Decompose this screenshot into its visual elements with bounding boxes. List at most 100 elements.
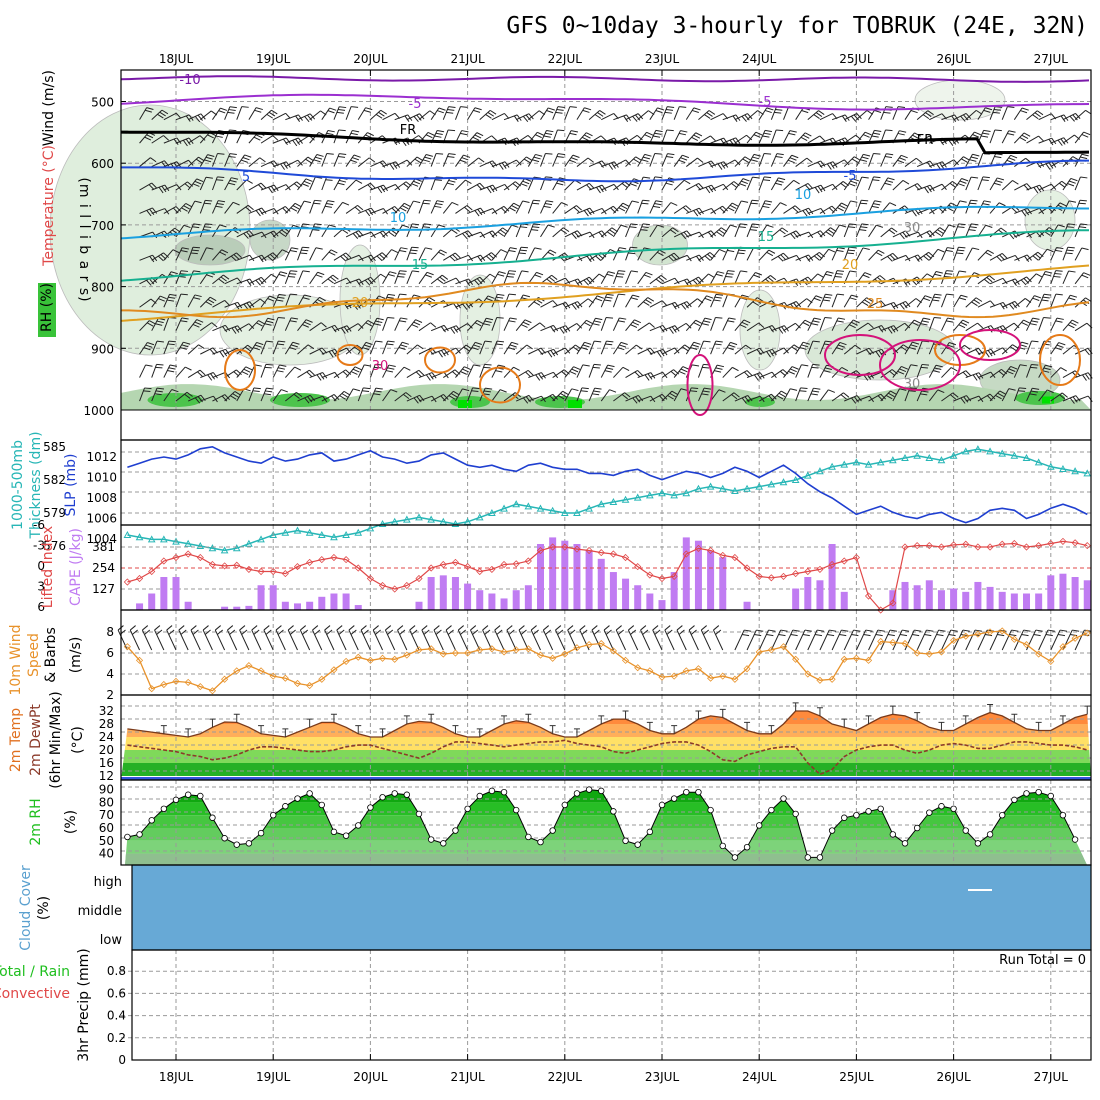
rh-point <box>391 790 398 797</box>
cape-bar <box>986 586 994 610</box>
wind-barb-feather <box>402 224 410 228</box>
wind-barb-feather <box>324 205 332 208</box>
rh-point <box>780 795 787 802</box>
wind-barb-feather <box>692 279 699 286</box>
wind-speed-point <box>354 653 362 661</box>
wind-barb-staff <box>710 340 717 355</box>
wind-barb-feather <box>485 255 492 262</box>
wind-barb-feather <box>231 177 239 180</box>
wind-barb-feather <box>920 393 928 396</box>
wind-barb-feather <box>438 107 446 111</box>
wind-barb-staff <box>601 113 615 121</box>
contour-label: 15 <box>758 230 775 245</box>
wind-barb-feather <box>1087 372 1093 379</box>
wind-barb-feather <box>339 106 347 109</box>
wind-barb-feather <box>204 226 212 228</box>
isotherm-minus10 <box>120 75 1090 83</box>
cape-bar <box>451 577 459 610</box>
wind-barb-feather <box>345 252 352 259</box>
wind-barb-feather <box>149 320 156 325</box>
wind-barb-feather <box>959 270 967 273</box>
wind-barb-staff <box>795 387 801 402</box>
thickness-point <box>1010 451 1019 459</box>
wind-barb-feather <box>1043 317 1051 319</box>
wind-barb-feather <box>912 633 920 637</box>
thickness-point <box>1034 458 1043 466</box>
wind-barb-feather <box>801 110 809 114</box>
wind-barb-feather <box>533 156 541 160</box>
date-labels-bottom: 18JUL 19JUL 20JUL 21JUL 22JUL 23JUL 24JUL 25JUL… <box>159 1070 1068 1084</box>
wind-barb-feather <box>1024 209 1030 216</box>
wind-barb-staff <box>555 629 566 651</box>
wind-barb-feather <box>386 343 394 346</box>
wind-barb-feather <box>154 625 161 631</box>
wind-barb-feather <box>902 344 910 349</box>
wind-barb-feather <box>448 153 456 156</box>
wind-barb-feather <box>1026 207 1032 215</box>
wind-barb-feather <box>218 278 225 284</box>
wind-barb-staff <box>904 157 917 167</box>
wind-barb-feather <box>1047 389 1054 394</box>
wind-barb-feather <box>864 299 871 304</box>
wind-barb-feather <box>840 182 847 188</box>
rh-point <box>670 795 678 802</box>
wind-barb-feather <box>1081 247 1089 251</box>
wind-barb-feather <box>249 254 255 262</box>
date-label-top: 20JUL <box>353 52 388 66</box>
wind-barb-feather <box>631 200 639 203</box>
wind-barb-feather <box>926 629 934 632</box>
lifted-index-point <box>342 556 350 564</box>
wind-barb-feather <box>623 115 629 122</box>
wind-barb-staff <box>1026 135 1039 144</box>
wind-barb-staff <box>758 130 766 144</box>
wind-barb-feather <box>755 131 763 136</box>
wind-barb-feather <box>755 272 763 276</box>
rh-legend-swatch <box>38 283 56 337</box>
wind-barb-feather <box>260 277 267 283</box>
wind-barb-staff <box>904 183 918 191</box>
wind-barb-feather <box>1069 397 1075 404</box>
wind-barb-feather <box>1072 156 1080 161</box>
wind-barb-staff <box>953 113 967 121</box>
wind-barb-staff <box>272 294 280 308</box>
wind-barb-feather <box>902 629 910 632</box>
wind-barb-staff <box>637 395 652 402</box>
wind-barb-feather <box>775 109 783 111</box>
wind-barb-feather <box>422 159 430 163</box>
wind-barb-feather <box>461 130 469 133</box>
wind-barb-feather <box>381 252 388 258</box>
wind-barb-feather <box>1072 371 1078 378</box>
wind-barb-staff <box>284 341 294 355</box>
wind-barb-feather <box>738 249 746 252</box>
wind-barb-staff <box>1001 629 1012 651</box>
wind-barb-staff <box>528 395 542 402</box>
lifted-index-point <box>852 553 860 562</box>
date-label-top: 19JUL <box>256 52 291 66</box>
wind-barb-staff <box>211 200 219 214</box>
wind-barb-feather <box>157 255 164 262</box>
wind-barb-staff <box>953 395 967 402</box>
cape-bar <box>439 575 447 610</box>
wind-barb-feather <box>374 390 382 393</box>
wind-barb-staff <box>941 342 950 355</box>
wind-barb-feather <box>630 246 638 249</box>
wind-barb-feather <box>232 393 239 398</box>
wind-barb-feather <box>775 182 783 186</box>
wind-barb-feather <box>215 205 223 208</box>
rh-point <box>646 828 654 836</box>
wind-barb-staff <box>357 387 364 402</box>
wind-barb-feather <box>661 300 668 307</box>
wind-barb-feather <box>467 323 473 329</box>
wind-barb-feather <box>1081 134 1089 138</box>
wind-barb-feather <box>365 210 371 217</box>
wind-barb-staff <box>892 366 902 378</box>
wind-barb-feather <box>404 115 410 122</box>
wind-barb-feather <box>988 275 995 281</box>
wind-barb-feather <box>989 393 996 400</box>
thickness-point <box>925 453 934 461</box>
wind-barb-feather <box>198 156 205 162</box>
wind-barb-staff <box>843 200 851 214</box>
wind-barb-feather <box>910 344 918 348</box>
wind-barb-feather <box>1009 633 1017 637</box>
wind-barb-staff <box>552 369 565 378</box>
